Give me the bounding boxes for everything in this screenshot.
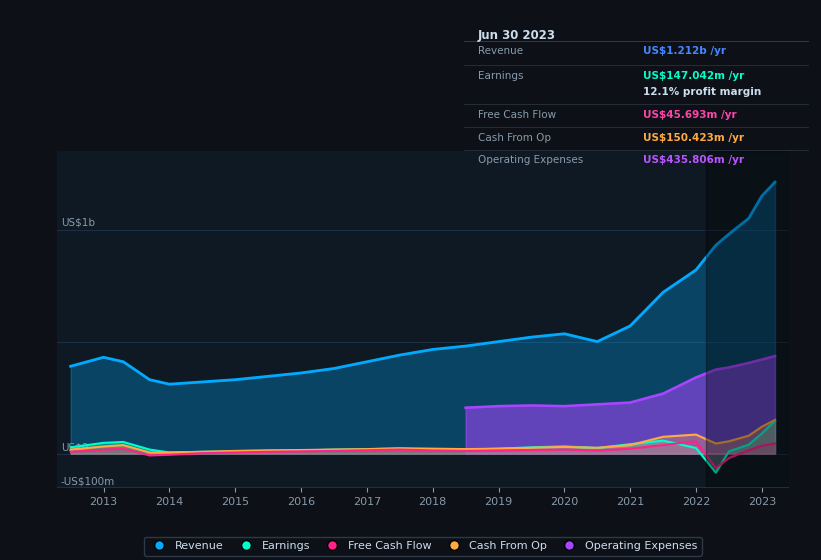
- Text: US$1.212b /yr: US$1.212b /yr: [643, 46, 726, 57]
- Text: 12.1% profit margin: 12.1% profit margin: [643, 87, 761, 97]
- Text: Cash From Op: Cash From Op: [478, 133, 551, 143]
- Text: US$435.806m /yr: US$435.806m /yr: [643, 155, 744, 165]
- Legend: Revenue, Earnings, Free Cash Flow, Cash From Op, Operating Expenses: Revenue, Earnings, Free Cash Flow, Cash …: [144, 536, 702, 556]
- Text: Earnings: Earnings: [478, 71, 523, 81]
- Text: Revenue: Revenue: [478, 46, 523, 57]
- Text: Jun 30 2023: Jun 30 2023: [478, 29, 556, 41]
- Text: Operating Expenses: Operating Expenses: [478, 155, 583, 165]
- Text: US$147.042m /yr: US$147.042m /yr: [643, 71, 745, 81]
- Text: US$150.423m /yr: US$150.423m /yr: [643, 133, 744, 143]
- Text: Free Cash Flow: Free Cash Flow: [478, 110, 556, 120]
- Text: US$45.693m /yr: US$45.693m /yr: [643, 110, 736, 120]
- Bar: [706, 151, 788, 487]
- Text: -US$100m: -US$100m: [61, 476, 115, 486]
- Text: US$0: US$0: [61, 442, 88, 452]
- Text: US$1b: US$1b: [61, 217, 94, 227]
